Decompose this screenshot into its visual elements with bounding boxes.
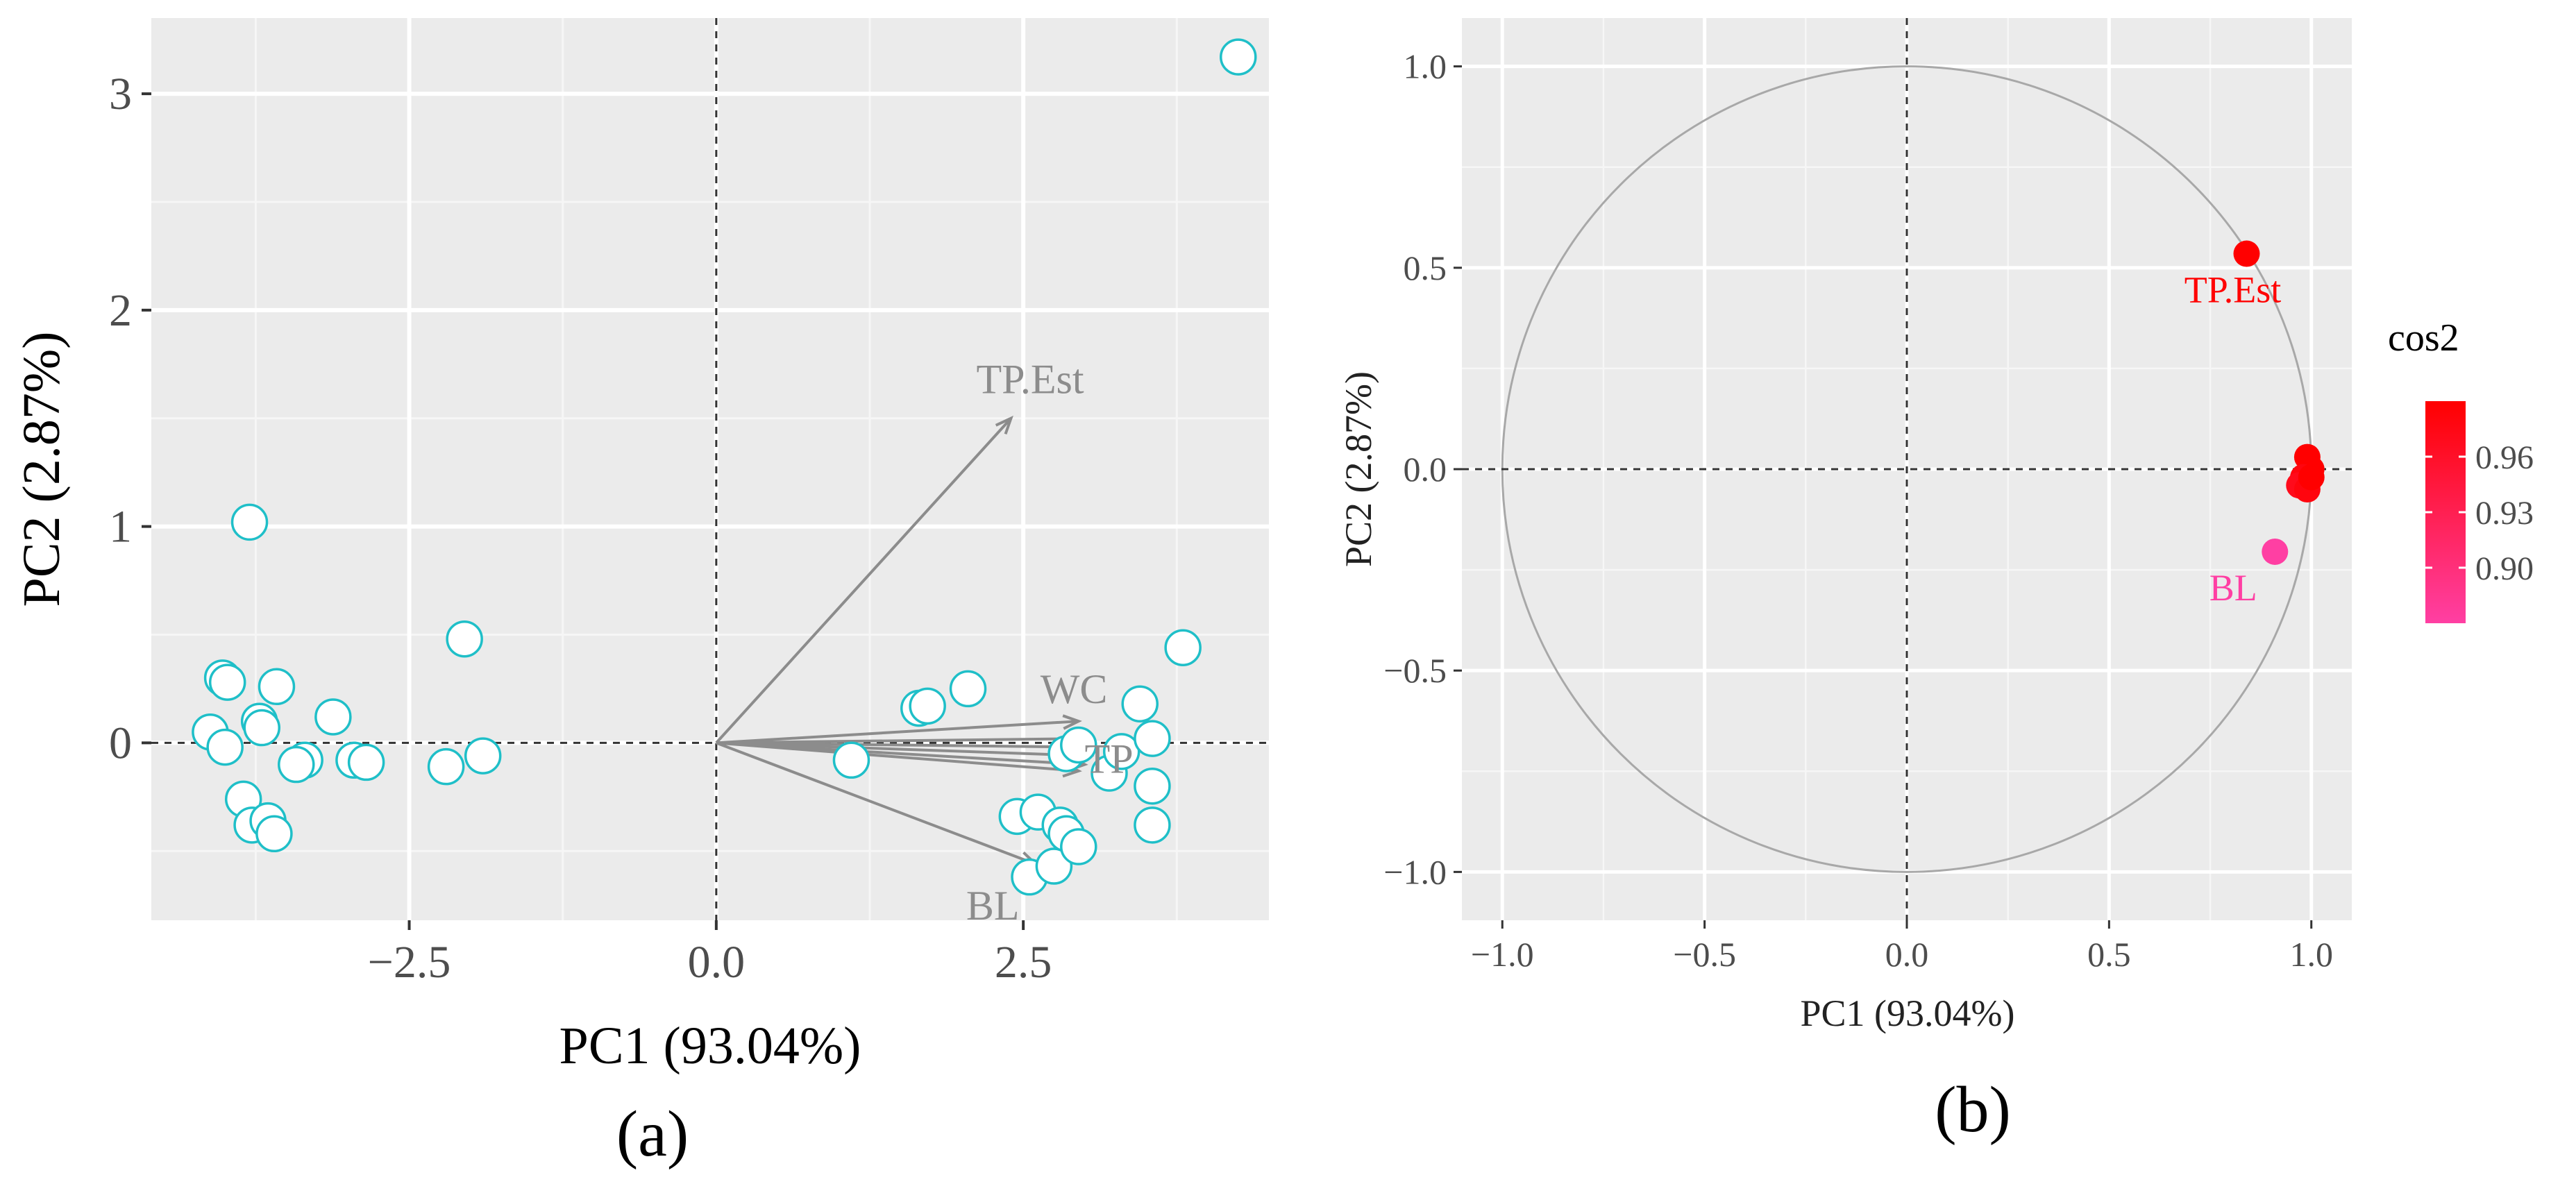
x-tick-label: 2.5 [995, 937, 1052, 988]
observation-point [206, 728, 244, 766]
arrow-label: BL [966, 883, 1020, 929]
variable-point [2233, 240, 2260, 267]
variable-arrow-head [995, 415, 1013, 435]
variable-arrow [716, 737, 1085, 745]
observation-point [208, 663, 246, 701]
observation-point [1121, 685, 1159, 722]
panel-a-reference-lines [151, 18, 1269, 920]
arrow-label: TP.Est [976, 357, 1084, 403]
observation-point [446, 620, 483, 658]
observation-point [832, 741, 870, 779]
observation-point [1134, 720, 1171, 757]
panel-b-variable-points [2233, 240, 2325, 565]
observation-point [1102, 733, 1140, 770]
panel-b: TP.Est BL −1.0 −0.5 0.0 0.5 1.0 −1.0 −0.5 0.0 0.… [1338, 18, 2534, 1146]
y-tick-label: 0 [109, 718, 132, 768]
panel-a-arrow-labels: TP.Est WC TP BL [966, 357, 1134, 929]
x-tick-label: 0.0 [1885, 935, 1929, 974]
observation-point [1220, 38, 1257, 76]
panel-a: TP.Est WC TP BL −2.5 0.0 2.5 0 1 2 3 PC1 (93.04%… [12, 18, 1269, 1170]
observation-point [243, 709, 280, 747]
observation-point [427, 747, 465, 786]
y-tick-label: 0.0 [1404, 450, 1447, 489]
legend-title: cos2 [2388, 316, 2459, 360]
arrow-label: TP [1085, 736, 1134, 782]
panel-a-caption: (a) [616, 1098, 689, 1170]
variable-arrow [716, 720, 1079, 745]
panel-b-reference-lines [1462, 18, 2352, 920]
variable-arrow [716, 741, 1036, 865]
y-tick-label: −1.0 [1383, 852, 1447, 891]
panel-a-y-axis-title: PC2 (2.87%) [12, 332, 71, 607]
y-tick-label: 2 [109, 285, 132, 336]
panel-b-x-axis-title: PC1 (93.04%) [1801, 992, 2015, 1034]
panel-b-x-tick-labels: −1.0 −0.5 0.0 0.5 1.0 [1471, 920, 2333, 974]
observation-point [314, 698, 352, 736]
panel-a-x-axis-title: PC1 (93.04%) [559, 1017, 861, 1075]
panel-b-variable-labels: TP.Est BL [2184, 269, 2282, 609]
observation-point [1134, 806, 1171, 844]
observation-point [278, 745, 315, 784]
cos2-legend: cos2 0.96 0.93 0.90 [2388, 316, 2534, 623]
panel-a-variable-arrows [715, 415, 1095, 866]
y-tick-label: 1.0 [1404, 47, 1447, 86]
panel-a-x-tick-labels: −2.5 0.0 2.5 [368, 920, 1052, 988]
x-tick-label: −0.5 [1673, 935, 1736, 974]
observation-point [255, 815, 293, 853]
variable-arrow [715, 417, 1012, 744]
panel-a-y-tick-labels: 0 1 2 3 [109, 69, 151, 768]
variable-point [2298, 464, 2325, 491]
observation-point [909, 687, 946, 725]
legend-tick-label: 0.96 [2475, 439, 2534, 476]
variable-arrow [716, 741, 1091, 758]
legend-tick-label: 0.93 [2475, 495, 2534, 532]
variable-label: BL [2209, 567, 2257, 609]
observation-point [1060, 828, 1097, 865]
legend-ticks: 0.96 0.93 0.90 [2425, 439, 2534, 587]
variable-label: TP.Est [2184, 269, 2282, 311]
x-tick-label: −2.5 [368, 937, 451, 988]
observation-point [1164, 629, 1202, 666]
y-tick-label: 3 [109, 69, 132, 119]
observation-point [949, 670, 987, 708]
observation-point [230, 503, 269, 541]
panel-a-observation-points [192, 38, 1257, 896]
panel-a-plot-background [151, 18, 1269, 920]
legend-tick-label: 0.90 [2475, 550, 2534, 587]
observation-point [258, 668, 296, 706]
observation-point [1060, 726, 1097, 764]
panel-b-caption: (b) [1935, 1074, 2011, 1146]
variable-arrow [716, 741, 1079, 772]
x-tick-label: 1.0 [2289, 935, 2333, 974]
observation-point [1134, 767, 1171, 805]
panel-b-y-tick-labels: −1.0 −0.5 0.0 0.5 1.0 [1383, 47, 1462, 891]
variable-arrow [716, 741, 1091, 749]
observation-point [464, 737, 502, 775]
y-tick-label: 1 [109, 502, 132, 552]
y-tick-label: −0.5 [1383, 651, 1447, 690]
variable-arrow-head [1062, 714, 1082, 730]
y-tick-label: 0.5 [1404, 248, 1447, 287]
observation-point [347, 743, 385, 781]
x-tick-label: 0.0 [688, 937, 746, 988]
arrow-label: WC [1041, 666, 1108, 712]
x-tick-label: −1.0 [1471, 935, 1534, 974]
variable-point [2262, 538, 2289, 565]
x-tick-label: 0.5 [2087, 935, 2131, 974]
observation-point [1035, 847, 1073, 885]
panel-b-y-axis-title: PC2 (2.87%) [1338, 371, 1379, 567]
